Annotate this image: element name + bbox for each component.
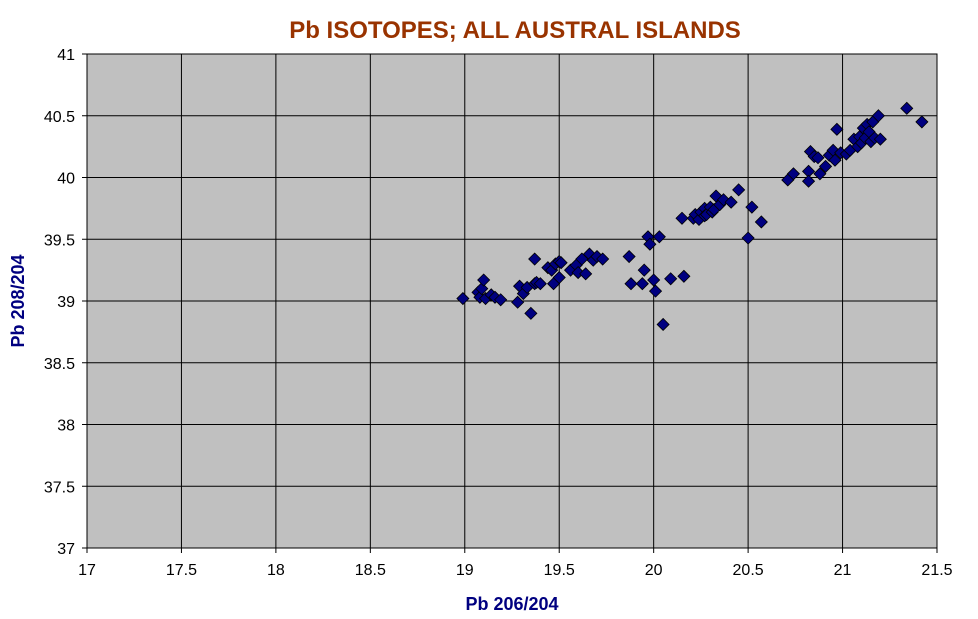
data-point — [664, 272, 678, 286]
data-point — [643, 237, 657, 251]
y-tick-label: 38 — [57, 418, 75, 435]
y-tick-label: 40.5 — [44, 109, 75, 126]
y-tick-label: 37 — [57, 541, 75, 558]
data-point — [648, 284, 663, 298]
x-tick-label: 21.5 — [921, 562, 952, 579]
x-tick-label: 17 — [78, 562, 96, 579]
data-point — [528, 252, 542, 266]
data-point — [786, 167, 801, 181]
data-point — [677, 269, 691, 283]
y-axis-title: Pb 208/204 — [8, 254, 28, 347]
x-tick-label: 20 — [645, 562, 663, 579]
data-point — [475, 282, 489, 296]
data-point — [656, 317, 670, 332]
y-tick-label: 38.5 — [44, 356, 75, 373]
x-tick-label: 17.5 — [166, 562, 197, 579]
y-axis-ticks: 37 37.5 38 38.5 39 39.5 40 40.5 41 — [44, 47, 87, 558]
data-point — [871, 109, 886, 123]
y-tick-label: 40 — [57, 171, 75, 188]
x-tick-label: 18.5 — [355, 562, 386, 579]
data-point — [801, 174, 816, 188]
data-point — [456, 291, 470, 306]
data-point — [579, 267, 593, 281]
data-point — [624, 277, 638, 291]
data-point — [811, 151, 825, 165]
data-point — [754, 215, 768, 229]
data-point — [635, 277, 649, 291]
y-tick-label: 39.5 — [44, 232, 75, 249]
data-point — [524, 306, 538, 320]
x-tick-label: 19 — [456, 562, 474, 579]
data-point — [900, 101, 914, 115]
x-axis-ticks: 17 17.5 18 18.5 19 19.5 20 20.5 21 21.5 — [78, 548, 953, 579]
data-point — [813, 167, 827, 181]
data-point — [830, 122, 844, 136]
data-point — [732, 183, 746, 197]
data-point — [828, 153, 842, 167]
data-point — [533, 277, 547, 291]
x-tick-label: 20.5 — [733, 562, 764, 579]
data-point — [741, 231, 755, 245]
data-point — [552, 270, 566, 285]
data-points — [456, 101, 929, 332]
y-tick-label: 39 — [57, 294, 75, 311]
data-point — [477, 273, 491, 287]
gridlines — [86, 53, 938, 549]
data-point — [622, 249, 636, 264]
data-point — [596, 252, 610, 266]
data-point — [647, 273, 661, 287]
data-point — [745, 200, 759, 214]
data-point — [873, 132, 887, 146]
data-point — [652, 230, 666, 244]
data-point — [675, 211, 689, 225]
data-point — [724, 195, 738, 209]
y-tick-label: 41 — [57, 47, 75, 64]
x-axis-title: Pb 206/204 — [465, 594, 558, 614]
data-point — [915, 115, 929, 129]
x-tick-label: 18 — [267, 562, 285, 579]
data-point — [554, 256, 568, 270]
data-point — [494, 293, 508, 307]
y-tick-label: 37.5 — [44, 479, 75, 496]
data-point — [818, 159, 833, 173]
x-tick-label: 21 — [834, 562, 852, 579]
x-tick-label: 19.5 — [544, 562, 575, 579]
data-point — [637, 263, 651, 277]
chart-title: Pb ISOTOPES; ALL AUSTRAL ISLANDS — [289, 17, 741, 44]
data-point — [511, 295, 525, 309]
